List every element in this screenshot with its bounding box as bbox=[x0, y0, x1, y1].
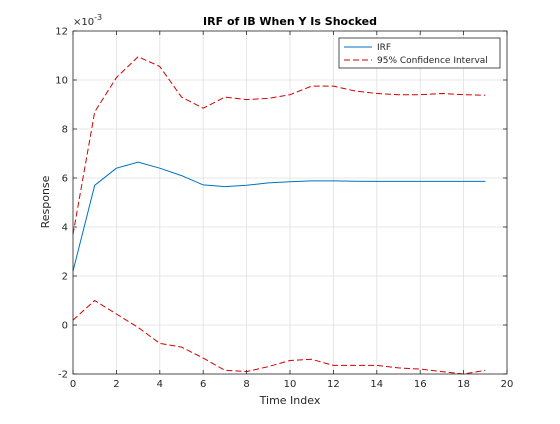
y-tick-label: 0 bbox=[62, 321, 68, 332]
legend-box bbox=[338, 37, 501, 69]
y-tick-label: 2 bbox=[62, 272, 68, 283]
y-tick-label: 10 bbox=[55, 76, 68, 87]
x-tick-label: 10 bbox=[284, 379, 297, 390]
confidence-upper-line bbox=[72, 56, 486, 235]
legend-label-irf: IRF bbox=[377, 43, 391, 53]
y-tick-label: -2 bbox=[58, 370, 68, 381]
grid-lines bbox=[72, 30, 508, 375]
y-axis-title: Response bbox=[39, 175, 52, 228]
svg-text:×10-3: ×10-3 bbox=[73, 13, 102, 28]
irf-line bbox=[72, 161, 486, 272]
y-tick-label: 4 bbox=[62, 223, 68, 234]
y-exponent-power: -3 bbox=[94, 13, 102, 22]
x-tick-label: 8 bbox=[243, 379, 249, 390]
confidence-lower-line bbox=[72, 300, 486, 375]
chart-title: IRF of IB When Y Is Shocked bbox=[203, 15, 377, 28]
y-tick-label: 8 bbox=[62, 125, 68, 136]
y-axis: -2 0 2 4 6 8 10 12 bbox=[55, 27, 507, 381]
series-lines bbox=[72, 56, 486, 375]
x-tick-label: 12 bbox=[327, 379, 340, 390]
x-tick-label: 16 bbox=[414, 379, 427, 390]
y-tick-label: 6 bbox=[62, 174, 68, 185]
y-exponent-base: ×10 bbox=[73, 17, 94, 28]
x-tick-label: 6 bbox=[200, 379, 206, 390]
legend-label-confidence-interval: 95% Confidence Interval bbox=[377, 56, 488, 66]
x-tick-label: 0 bbox=[70, 379, 76, 390]
x-axis-title: Time Index bbox=[259, 394, 321, 407]
x-tick-label: 18 bbox=[457, 379, 470, 390]
y-exponent-label: ×10-3 bbox=[73, 13, 102, 28]
x-tick-label: 20 bbox=[501, 379, 514, 390]
legend: IRF 95% Confidence Interval bbox=[338, 37, 501, 69]
x-tick-label: 14 bbox=[370, 379, 383, 390]
x-tick-label: 4 bbox=[157, 379, 163, 390]
x-tick-label: 2 bbox=[113, 379, 119, 390]
x-axis: 0 2 4 6 8 10 12 14 16 18 20 bbox=[70, 31, 514, 390]
y-tick-label: 12 bbox=[55, 27, 68, 38]
